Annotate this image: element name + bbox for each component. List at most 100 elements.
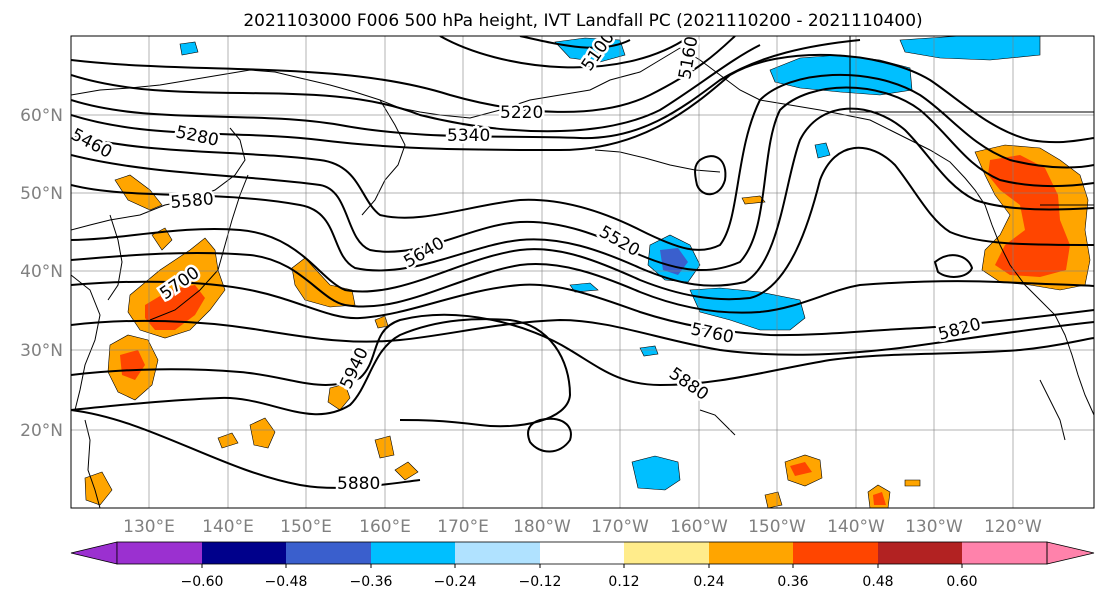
coast-kamchatka	[361, 99, 406, 216]
contour-5700	[71, 251, 1094, 314]
colorbar-tick-label: 0.48	[862, 574, 893, 590]
colorbar-tick-label: −0.12	[519, 574, 562, 590]
contour-5760	[71, 280, 1094, 337]
contour-label: 5340	[447, 126, 490, 146]
colorbar-tick-label: −0.60	[181, 574, 224, 590]
lon-tick-label: 160°E	[359, 517, 411, 537]
colorbar-tick-labels: −0.60 −0.48 −0.36 −0.24 −0.12 0.12 0.24 …	[181, 574, 978, 590]
contour-5580	[71, 107, 1094, 287]
ivt-region-small-11	[741, 195, 766, 205]
colorbar-tick-label: 0.36	[777, 574, 808, 590]
lon-tick-label: 140°E	[202, 517, 254, 537]
contour-5160	[439, 36, 691, 69]
lon-tick-label: 170°W	[591, 517, 649, 537]
ivt-region-small-b3	[639, 345, 659, 357]
colorbar-swatch	[117, 542, 202, 564]
ivt-region-small-4	[327, 383, 351, 411]
lat-tick-label: 20°N	[20, 421, 63, 441]
lat-axis: 20°N 30°N 40°N 50°N 60°N	[20, 106, 63, 441]
contour-closed-low-2	[933, 254, 974, 278]
lon-tick-label: 150°E	[280, 517, 332, 537]
coast-japan	[149, 174, 249, 321]
colorbar-tick-label: −0.48	[265, 574, 308, 590]
lat-tick-label: 50°N	[20, 184, 63, 204]
ivt-region-pacific-1	[631, 455, 681, 491]
colorbar-swatch	[793, 542, 878, 564]
figure-title: 2021103000 F006 500 hPa height, IVT Land…	[243, 11, 922, 31]
colorbar-swatch	[624, 542, 709, 564]
colorbar: −0.60 −0.48 −0.36 −0.24 −0.12 0.12 0.24 …	[70, 541, 1095, 590]
ivt-shading	[84, 36, 1091, 508]
colorbar-tick-label: −0.36	[350, 574, 393, 590]
contour-5400	[71, 53, 1094, 152]
contour-5520	[71, 86, 1094, 271]
lon-tick-label: 140°W	[827, 517, 885, 537]
ivt-region-arctic-2	[899, 36, 1041, 61]
gridlines	[71, 36, 1094, 508]
ivt-region-small-b1	[814, 142, 831, 159]
contour-5280-low	[71, 44, 761, 133]
colorbar-extend-left	[70, 541, 118, 565]
lon-tick-label: 170°E	[437, 517, 489, 537]
ivt-region-small-2	[249, 417, 276, 449]
coast-alaska	[679, 47, 1094, 416]
coast-korea	[107, 214, 123, 301]
coast-china	[71, 274, 101, 411]
colorbar-swatch	[202, 542, 287, 564]
colorbar-tick-label: 0.24	[693, 574, 724, 590]
lon-tick-label: 120°W	[984, 517, 1042, 537]
contour-closed-low-1	[694, 155, 727, 196]
ivt-region-small-13	[904, 479, 921, 487]
map-frame	[70, 35, 1095, 509]
height-contours	[71, 36, 1094, 489]
contour-closed-high-1	[527, 417, 572, 453]
ivt-region-arctic-4	[179, 41, 199, 56]
lat-tick-label: 40°N	[20, 262, 63, 282]
contour-5100	[519, 36, 631, 49]
coast-taiwan-philippines	[84, 419, 101, 508]
lon-tick-label: 130°W	[905, 517, 963, 537]
colorbar-ticks	[201, 564, 963, 568]
map-panel: 5220 5280 5340 5460 5520 5580 5640 5700 …	[70, 35, 1095, 509]
lon-tick-label: 180°W	[513, 517, 571, 537]
ivt-region-japan-core	[145, 285, 205, 330]
contour-5880-main	[71, 313, 1094, 387]
contour-label: 5580	[170, 189, 215, 213]
contour-label: 5220	[500, 103, 543, 123]
colorbar-swatch	[286, 542, 371, 564]
colorbar-swatch	[962, 542, 1047, 564]
colorbar-tick-label: −0.24	[434, 574, 477, 590]
contour-5940	[71, 318, 572, 428]
ivt-region-small-6	[394, 461, 419, 481]
colorbar-tick-label: 0.60	[946, 574, 977, 590]
colorbar-tick-label: 0.12	[608, 574, 639, 590]
ivt-region-kurils	[291, 257, 356, 308]
contour-5640	[71, 146, 1094, 301]
lat-tick-label: 60°N	[20, 106, 63, 126]
contour-label: 5880	[337, 474, 380, 494]
ivt-region-arctic-3	[554, 37, 626, 63]
contour-5880-south	[71, 409, 421, 489]
contour-5820	[71, 318, 1094, 356]
contour-5460	[71, 73, 1094, 251]
ivt-region-ryukyu-core	[120, 350, 145, 380]
ivt-region-small-9	[764, 491, 783, 508]
colorbar-swatch	[540, 542, 625, 564]
lon-axis: 130°E 140°E 150°E 160°E 170°E 180°W 170°…	[123, 517, 1042, 537]
contour-5220	[71, 36, 736, 113]
lon-tick-label: 150°W	[748, 517, 806, 537]
colorbar-swatch	[455, 542, 540, 564]
colorbar-swatch	[709, 542, 794, 564]
lon-tick-label: 160°W	[670, 517, 728, 537]
lon-tick-label: 130°E	[123, 517, 175, 537]
ivt-region-small-8-core	[873, 492, 886, 505]
colorbar-swatch	[878, 542, 963, 564]
lat-tick-label: 30°N	[20, 341, 63, 361]
colorbar-swatch	[371, 542, 456, 564]
colorbar-extend-right	[1046, 541, 1095, 565]
colorbar-frame	[116, 541, 1048, 565]
ivt-region-small-7-core	[790, 462, 812, 476]
coast-asia-north	[71, 47, 681, 119]
